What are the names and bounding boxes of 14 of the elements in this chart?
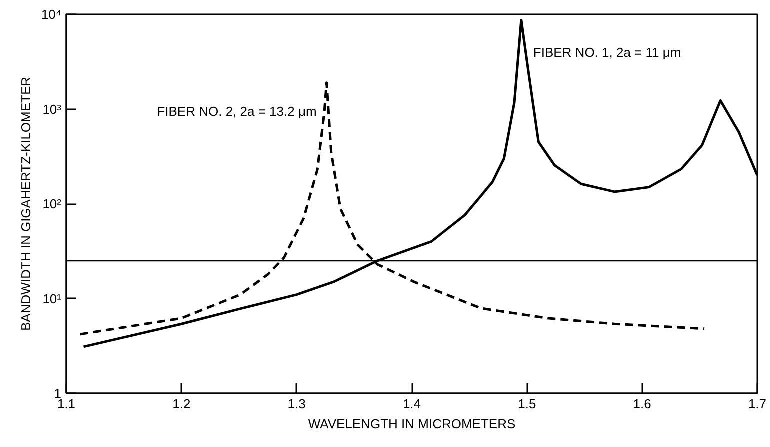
x-tick-label: 1.7 xyxy=(748,396,767,412)
y-tick-label: 10⁴ xyxy=(41,7,62,22)
x-tick-label: 1.5 xyxy=(518,396,536,412)
x-tick-label: 1.4 xyxy=(402,396,422,412)
y-tick-label: 10² xyxy=(42,196,62,212)
y-axis-title: BANDWIDTH IN GIGAHERTZ-KILOMETER xyxy=(18,77,34,331)
y-tick-label: 10¹ xyxy=(42,291,62,306)
x-tick-label: 1.6 xyxy=(633,396,652,412)
y-tick-label: 10³ xyxy=(42,102,62,117)
x-axis-title: WAVELENGTH IN MICROMETERS xyxy=(308,416,516,432)
x-tick-label: 1.3 xyxy=(288,396,306,412)
x-tick-label: 1.2 xyxy=(172,396,191,412)
series-label: FIBER NO. 2, 2a = 13.2 μm xyxy=(157,104,317,119)
series-label: FIBER NO. 1, 2a = 11 μm xyxy=(533,45,682,60)
